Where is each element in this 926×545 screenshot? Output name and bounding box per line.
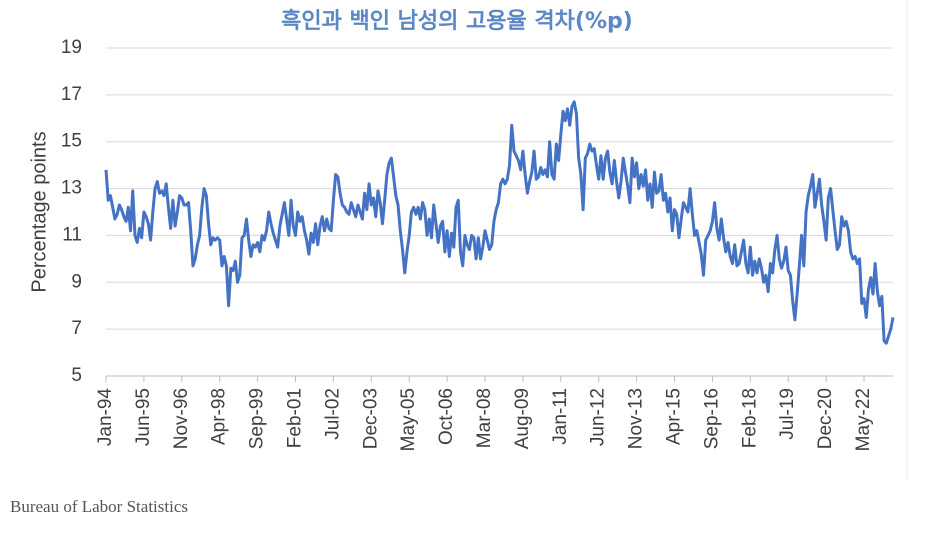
x-tick-label: Mar-08	[474, 388, 495, 448]
x-tick-label: Oct-06	[436, 388, 457, 445]
source-note: Bureau of Labor Statistics	[10, 497, 188, 516]
x-tick-label: Nov-96	[171, 388, 192, 449]
x-tick-label: May-05	[398, 388, 419, 451]
x-tick-label: Jun-12	[588, 388, 609, 446]
y-axis-title: Percentage points	[28, 131, 50, 292]
y-tick-label: 9	[71, 271, 82, 292]
x-tick-label: Nov-13	[626, 388, 647, 449]
y-tick-label: 15	[61, 131, 82, 152]
x-tick-label: Apr-98	[209, 388, 230, 445]
x-tick-label: Jun-95	[133, 388, 154, 446]
y-tick-label: 19	[61, 37, 82, 58]
x-tick-label: Aug-09	[512, 388, 533, 449]
y-tick-label: 13	[61, 178, 82, 199]
y-tick-label: 7	[71, 318, 82, 339]
x-tick-label: Apr-15	[664, 388, 685, 445]
y-tick-label: 17	[61, 84, 82, 105]
data-line	[104, 100, 895, 345]
x-tick-label: Dec-20	[815, 388, 836, 449]
x-tick-label: Feb-18	[739, 388, 760, 448]
x-tick-label: May-22	[853, 388, 874, 451]
x-tick-label: Feb-01	[285, 388, 306, 448]
x-tick-label: Jan-94	[95, 388, 116, 447]
x-tick-label: Jan-11	[550, 388, 571, 445]
x-tick-label: Sep-99	[247, 388, 268, 449]
x-tick-label: Jul-19	[777, 388, 798, 440]
y-tick-label: 11	[62, 224, 82, 245]
x-tick-label: Jul-02	[322, 388, 343, 440]
x-tick-label: Sep-16	[701, 388, 722, 449]
y-tick-label: 5	[71, 365, 82, 386]
x-tick-label: Dec-03	[360, 388, 381, 449]
chart-title: 흑인과 백인 남성의 고용율 격차(%p)	[281, 9, 633, 34]
